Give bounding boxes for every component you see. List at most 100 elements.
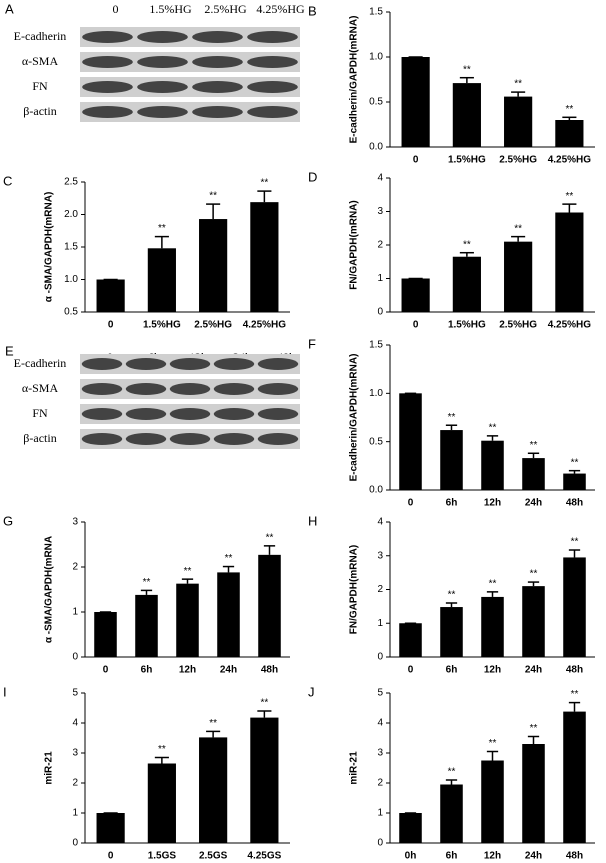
blot-strip — [80, 77, 300, 97]
x-tick-label: 0 — [413, 320, 419, 331]
blot-band — [257, 408, 299, 420]
panel-letter: J — [308, 684, 315, 699]
blot-band — [247, 31, 298, 43]
error-bar — [568, 701, 581, 712]
protein-label: β-actin — [23, 104, 56, 118]
y-tick-label: 4 — [377, 718, 383, 729]
blot-strip — [80, 52, 300, 72]
y-tick-label: 0.0 — [369, 142, 383, 153]
protein-label: FN — [32, 406, 48, 420]
panel-letter: E — [5, 343, 14, 358]
bar — [481, 596, 504, 657]
y-tick-label: 1 — [377, 808, 383, 819]
y-tick-label: 0 — [377, 652, 383, 663]
error-bar — [511, 235, 526, 242]
bar — [481, 440, 504, 490]
x-tick-label: 24h — [525, 851, 542, 862]
bar — [440, 607, 463, 657]
y-tick-label: 2.5 — [64, 177, 78, 188]
y-axis-label: E-cadherin/GAPDH(mRNA) — [349, 354, 360, 482]
y-axis-label: miR-21 — [349, 751, 360, 785]
y-tick-label: 1 — [72, 607, 78, 618]
lane-label: 2.5%HG — [204, 2, 247, 16]
significance: ** — [209, 191, 217, 202]
blot-band — [169, 408, 211, 420]
x-tick-label: 24h — [525, 665, 542, 676]
y-tick-label: 2 — [72, 778, 78, 789]
y-axis-label: FN/GAPDH(mRNA) — [349, 200, 360, 289]
bar — [522, 458, 545, 490]
y-tick-label: 1.5 — [369, 7, 383, 18]
bar — [250, 717, 279, 843]
bar — [563, 711, 586, 843]
bar — [522, 586, 545, 657]
significance: ** — [530, 723, 538, 734]
blot-band — [169, 358, 211, 370]
x-tick-label: 0 — [408, 665, 414, 676]
x-tick-label: 1.5%HG — [448, 320, 486, 331]
lane-label: 4.25%HG — [256, 2, 305, 16]
bar — [399, 813, 422, 843]
blot-band — [213, 383, 255, 395]
x-tick-label: 48h — [566, 851, 583, 862]
x-tick-label: 0 — [108, 851, 114, 862]
y-tick-label: 5 — [72, 688, 78, 699]
bar — [399, 393, 422, 490]
error-bar — [511, 91, 526, 97]
bar — [250, 202, 279, 312]
blot-band — [213, 433, 255, 445]
x-tick-label: 0h — [405, 851, 417, 862]
y-tick-label: 5 — [377, 688, 383, 699]
significance: ** — [225, 553, 233, 564]
significance: ** — [514, 223, 522, 234]
blot-band — [192, 56, 243, 68]
y-tick-label: 2.0 — [64, 209, 78, 220]
bar — [555, 212, 584, 312]
y-tick-label: 2 — [377, 778, 383, 789]
error-bar — [206, 730, 221, 738]
bar — [96, 813, 125, 843]
bar — [452, 83, 481, 147]
y-tick-label: 0.5 — [369, 97, 383, 108]
y-tick-label: 1 — [377, 273, 383, 284]
error-bar — [527, 452, 540, 459]
y-tick-label: 4 — [72, 718, 78, 729]
bar — [563, 557, 586, 657]
significance: ** — [571, 457, 579, 468]
blot-band — [81, 408, 123, 420]
blot-band — [192, 81, 243, 93]
blot-band — [257, 383, 299, 395]
blot-band — [82, 56, 133, 68]
bar — [504, 96, 533, 147]
y-tick-label: 2 — [377, 240, 383, 251]
significance: ** — [448, 412, 456, 423]
blot-band — [125, 383, 167, 395]
y-tick-label: 3 — [377, 206, 383, 217]
y-tick-label: 2 — [72, 562, 78, 573]
significance: ** — [489, 738, 497, 749]
blot-band — [257, 433, 299, 445]
y-axis-label: FN/GAPDH(mRNA) — [349, 545, 360, 634]
blot-band — [192, 106, 243, 118]
x-tick-label: 48h — [261, 665, 278, 676]
blot-band — [137, 106, 188, 118]
y-axis-label: miR-21 — [44, 751, 55, 785]
bar — [96, 279, 125, 312]
panel-letter: F — [308, 336, 316, 351]
bar — [147, 248, 176, 312]
y-tick-label: 1.5 — [64, 242, 78, 253]
error-bar — [445, 424, 458, 431]
blot-band — [125, 358, 167, 370]
x-tick-label: 6h — [141, 665, 153, 676]
bar — [481, 760, 504, 843]
x-tick-label: 4.25%HG — [548, 320, 592, 331]
error-bar — [154, 756, 169, 764]
blot-band — [81, 433, 123, 445]
x-tick-label: 2.5%HG — [499, 320, 537, 331]
y-axis-label: α -SMA/GAPDH(mRNA — [44, 536, 55, 643]
significance: ** — [260, 178, 268, 189]
blot-band — [257, 358, 299, 370]
lane-label: 0 — [113, 2, 119, 16]
error-bar — [562, 203, 577, 213]
protein-label: E-cadherin — [14, 29, 67, 43]
